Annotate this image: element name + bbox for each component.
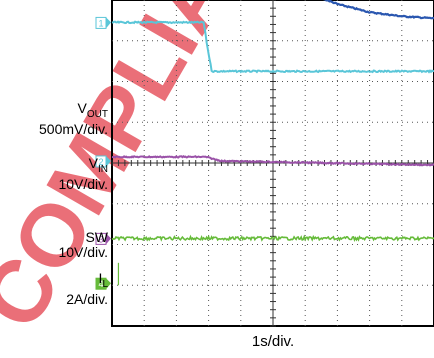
channel-label-vin: VIN 10V/div.: [58, 156, 108, 192]
vin-name: V: [88, 155, 98, 171]
x-axis-scale-label: 1s/div.: [251, 333, 295, 350]
trace-trace2: [111, 20, 434, 74]
vin-scale: 10V/div.: [58, 176, 108, 192]
vout-scale: 500mV/div.: [39, 121, 108, 137]
il-subscript: L: [102, 279, 108, 290]
watermark: COMPLIANT: [0, 0, 308, 345]
channel-label-vout: VOUT 500mV/div.: [39, 101, 108, 137]
vin-subscript: IN: [98, 164, 108, 175]
channel-marker: 4: [95, 277, 111, 290]
channel-marker-arrow: [106, 278, 111, 290]
trace-group: [111, 0, 434, 286]
il-scale: 2A/div.: [66, 291, 108, 307]
trace-trace3: [111, 154, 434, 167]
channel-markers: 1 2 3 4: [95, 16, 111, 290]
channel-marker-arrow: [106, 17, 111, 29]
channel-label-il: IL 2A/div.: [66, 271, 108, 307]
channel-marker-arrow: [106, 155, 111, 167]
channel-marker: 3: [95, 232, 111, 245]
il-name: I: [98, 270, 103, 286]
channel-label-sw: SW 10V/div.: [58, 230, 108, 260]
channel-marker-number: 4: [98, 279, 103, 289]
channel-marker: 1: [95, 16, 111, 29]
sw-name: SW: [85, 229, 108, 245]
channel-marker-number: 2: [98, 157, 103, 167]
trace-trace1: [323, 0, 434, 20]
plot-grid: [111, 0, 434, 327]
trace-trace4: [111, 234, 434, 242]
vout-name: V: [77, 100, 87, 116]
channel-marker-number: 3: [98, 234, 103, 244]
vout-subscript: OUT: [86, 109, 108, 120]
sw-scale: 10V/div.: [58, 244, 108, 260]
channel-marker: 2: [95, 155, 111, 168]
channel-marker-arrow: [106, 233, 111, 245]
channel-marker-number: 1: [98, 18, 103, 28]
